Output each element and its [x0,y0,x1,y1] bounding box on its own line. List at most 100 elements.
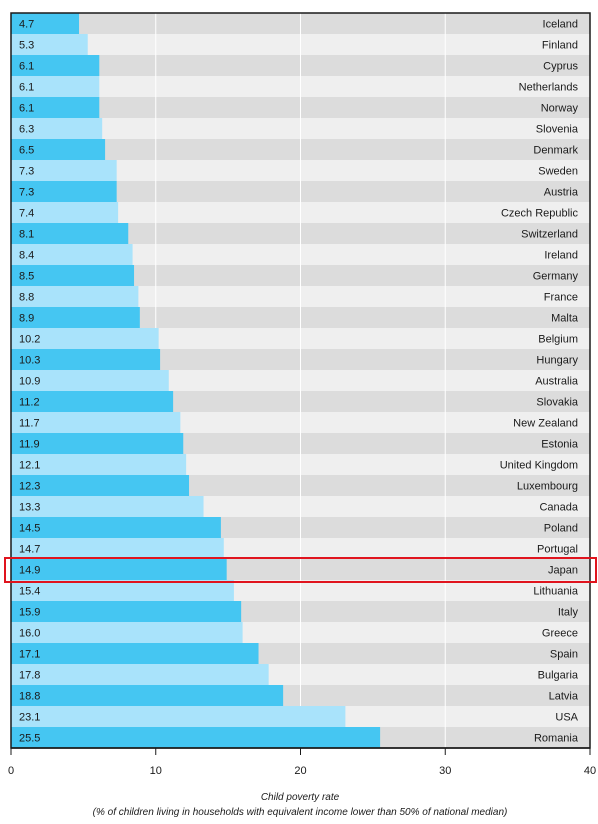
bar-switzerland [11,223,129,244]
bar-latvia [11,685,284,706]
category-label: Portugal [537,544,578,556]
value-label: 11.9 [19,439,40,451]
bar-malta [11,307,140,328]
category-label: Australia [535,376,579,388]
category-label: Greece [542,628,578,640]
x-axis-title: Child poverty rate [261,792,340,803]
bar-bulgaria [11,664,269,685]
value-label: 8.4 [19,250,34,262]
value-label: 7.4 [19,208,34,220]
category-label: Estonia [541,439,579,451]
category-label: Austria [544,187,579,199]
value-label: 4.7 [19,19,34,31]
category-label: Spain [550,649,578,661]
bar-lithuania [11,580,234,601]
value-label: 12.3 [19,481,40,493]
bar-czech-republic [11,202,119,223]
x-tick-label: 10 [150,765,162,777]
category-label: Italy [558,607,579,619]
bar-finland [11,34,88,55]
value-label: 10.2 [19,334,40,346]
value-label: 17.8 [19,670,40,682]
category-label: Czech Republic [501,208,579,220]
category-label: Luxembourg [517,481,578,493]
bar-luxembourg [11,475,190,496]
bar-usa [11,706,346,727]
bar-spain [11,643,259,664]
value-label: 14.9 [19,565,40,577]
bar-denmark [11,139,106,160]
bar-norway [11,97,100,118]
value-label: 6.5 [19,145,34,157]
bar-slovakia [11,391,174,412]
bar-cyprus [11,55,100,76]
bar-united-kingdom [11,454,187,475]
category-label: Norway [541,103,579,115]
value-label: 11.2 [19,397,40,409]
value-label: 15.9 [19,607,40,619]
bar-estonia [11,433,184,454]
highlight-box [4,557,597,583]
x-tick-label: 20 [294,765,306,777]
value-label: 13.3 [19,502,40,514]
category-label: Canada [539,502,578,514]
value-label: 8.5 [19,271,34,283]
category-label: Finland [542,40,578,52]
value-label: 16.0 [19,628,40,640]
bar-sweden [11,160,117,181]
category-label: Bulgaria [538,670,579,682]
category-label: United Kingdom [500,460,578,472]
value-label: 23.1 [19,712,40,724]
bar-belgium [11,328,159,349]
category-label: New Zealand [513,418,578,430]
category-label: Slovakia [536,397,578,409]
category-label: Hungary [536,355,578,367]
category-label: Japan [548,565,578,577]
category-label: Slovenia [536,124,579,136]
bar-portugal [11,538,224,559]
category-label: Cyprus [543,61,578,73]
value-label: 10.3 [19,355,40,367]
category-label: Denmark [533,145,578,157]
bar-slovenia [11,118,103,139]
bar-poland [11,517,221,538]
x-tick-label: 40 [584,765,596,777]
value-label: 6.1 [19,61,34,73]
value-label: 8.8 [19,292,34,304]
value-label: 8.1 [19,229,34,241]
bar-canada [11,496,204,517]
labels: 4.7 Iceland 5.3 Finland 6.1 Cyprus 6.1 Netherla… [19,19,579,745]
category-label: Malta [551,313,579,325]
bar-france [11,286,139,307]
category-label: Germany [533,271,579,283]
bar-australia [11,370,169,391]
x-tick-label: 0 [8,765,14,777]
category-label: Iceland [543,19,578,31]
category-label: Switzerland [521,229,578,241]
x-tick-label: 30 [439,765,451,777]
value-label: 7.3 [19,187,34,199]
bar-japan [11,559,227,580]
category-label: Lithuania [533,586,579,598]
category-label: Latvia [549,691,579,703]
bar-hungary [11,349,161,370]
value-label: 6.1 [19,82,34,94]
value-label: 10.9 [19,376,40,388]
x-axis: 0 10 20 30 40 [8,747,596,777]
bars [11,13,381,748]
category-label: Romania [534,733,579,745]
bar-romania [11,727,381,748]
bar-greece [11,622,243,643]
value-label: 25.5 [19,733,40,745]
category-label: Sweden [538,166,578,178]
value-label: 6.3 [19,124,34,136]
value-label: 11.7 [19,418,40,430]
category-label: Netherlands [519,82,579,94]
bar-iceland [11,13,80,34]
category-label: Belgium [538,334,578,346]
bar-ireland [11,244,133,265]
bar-netherlands [11,76,100,97]
category-label: USA [555,712,578,724]
value-label: 12.1 [19,460,40,472]
